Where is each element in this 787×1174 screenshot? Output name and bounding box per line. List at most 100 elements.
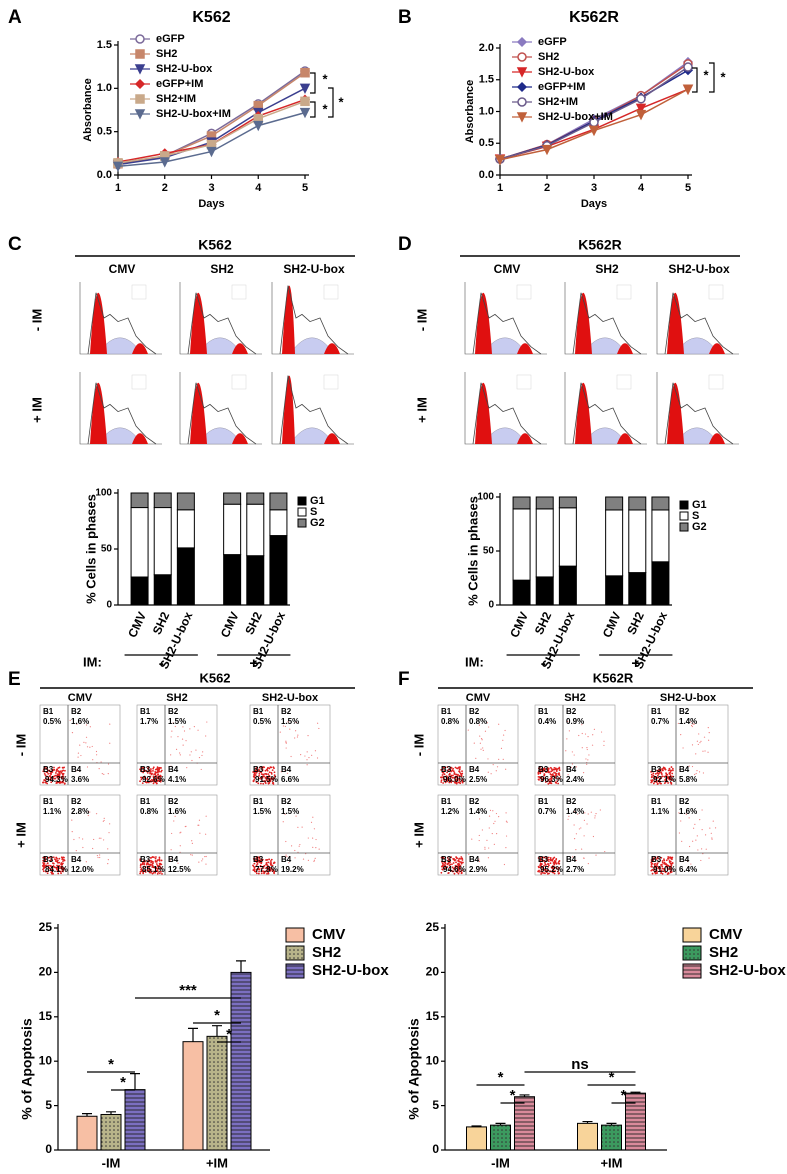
quadrant-name: B4: [469, 765, 480, 774]
event-dot: [446, 777, 449, 780]
event-dot: [82, 846, 84, 849]
event-dot: [593, 728, 595, 730]
quadrant-percent: 0.7%: [651, 717, 669, 726]
group-sign: +: [631, 655, 640, 672]
event-dot: [46, 782, 49, 785]
event-dot: [654, 780, 656, 783]
error-bar: [236, 960, 246, 973]
event-dot: [656, 770, 659, 772]
quadrant-name: B1: [441, 707, 452, 716]
bar-segment: [130, 576, 149, 606]
marker: [588, 125, 600, 137]
event-dot: [265, 870, 268, 873]
event-dot: [296, 736, 299, 738]
event-dot: [206, 721, 208, 723]
event-dot: [711, 838, 713, 840]
event-dot: [170, 849, 172, 851]
event-dot: [554, 861, 557, 864]
event-dot: [205, 855, 207, 858]
event-dot: [158, 872, 161, 875]
event-dot: [595, 854, 597, 856]
event-dot: [558, 769, 561, 772]
event-dot: [266, 864, 269, 867]
event-dot: [150, 778, 153, 781]
event-dot: [143, 775, 146, 778]
event-dot: [314, 750, 317, 752]
event-dot: [50, 781, 53, 784]
event-dot: [197, 824, 199, 826]
event-dot: [441, 868, 444, 871]
event-dot: [711, 837, 713, 839]
quadrant-percent: 3.6%: [71, 775, 89, 784]
legend-swatch: [297, 496, 307, 506]
event-dot: [704, 834, 707, 836]
legend-label: CMV: [709, 926, 742, 943]
quadrant-name: B3: [538, 765, 549, 774]
event-dot: [656, 865, 659, 868]
event-dot: [46, 862, 49, 865]
panel-letter: E: [8, 669, 21, 690]
event-dot: [159, 777, 162, 780]
marker: [134, 109, 146, 120]
panel-title: K562R: [593, 670, 634, 685]
event-dot: [486, 722, 488, 724]
group-sign: +: [249, 655, 258, 672]
column-label: CMV: [109, 262, 136, 276]
event-dot: [71, 732, 74, 734]
event-dot: [267, 773, 270, 776]
event-dot: [63, 856, 65, 859]
event-dot: [261, 775, 264, 778]
bar: [577, 1122, 598, 1151]
event-dot: [654, 777, 656, 779]
event-dot: [703, 736, 706, 738]
event-dot: [42, 868, 44, 871]
event-dot: [295, 730, 297, 732]
event-dot: [540, 776, 543, 779]
hist-outline: [279, 285, 349, 355]
x-tick-label: -IM: [102, 1155, 121, 1170]
event-dot: [156, 780, 159, 782]
y-tick-label: 10: [39, 1053, 53, 1067]
event-dot: [455, 865, 458, 868]
event-dot: [153, 870, 155, 873]
event-dot: [450, 770, 453, 773]
event-dot: [139, 859, 142, 862]
event-dot: [308, 756, 310, 759]
event-dot: [505, 835, 508, 837]
marker: [541, 144, 553, 156]
event-dot: [663, 858, 665, 861]
event-dot: [567, 774, 569, 776]
event-dot: [56, 861, 59, 864]
event-dot: [95, 750, 98, 753]
event-dot: [253, 866, 256, 869]
event-dot: [660, 772, 663, 775]
y-tick-label: 100: [95, 488, 112, 499]
event-dot: [55, 782, 58, 784]
event-dot: [202, 751, 204, 753]
event-dot: [681, 840, 683, 842]
event-dot: [554, 774, 557, 776]
quadrant-name: B3: [253, 765, 264, 774]
column-label: SH2: [564, 692, 585, 704]
event-dot: [146, 771, 149, 774]
event-dot: [174, 815, 176, 817]
event-dot: [558, 860, 561, 862]
event-dot: [661, 861, 664, 864]
event-dot: [201, 860, 203, 862]
event-dot: [537, 775, 540, 778]
hist-legend: [516, 374, 532, 390]
dot-plot-frame: [136, 794, 218, 876]
event-dot: [86, 766, 89, 768]
event-dot: [484, 848, 486, 850]
event-dot: [265, 778, 268, 781]
event-dot: [149, 768, 152, 770]
event-dot: [195, 749, 197, 751]
event-dot: [657, 769, 660, 771]
event-dot: [460, 856, 463, 858]
event-dot: [314, 857, 316, 860]
event-dot: [714, 827, 717, 829]
event-dot: [468, 853, 470, 855]
event-dot: [103, 819, 105, 822]
event-dot: [665, 859, 668, 862]
